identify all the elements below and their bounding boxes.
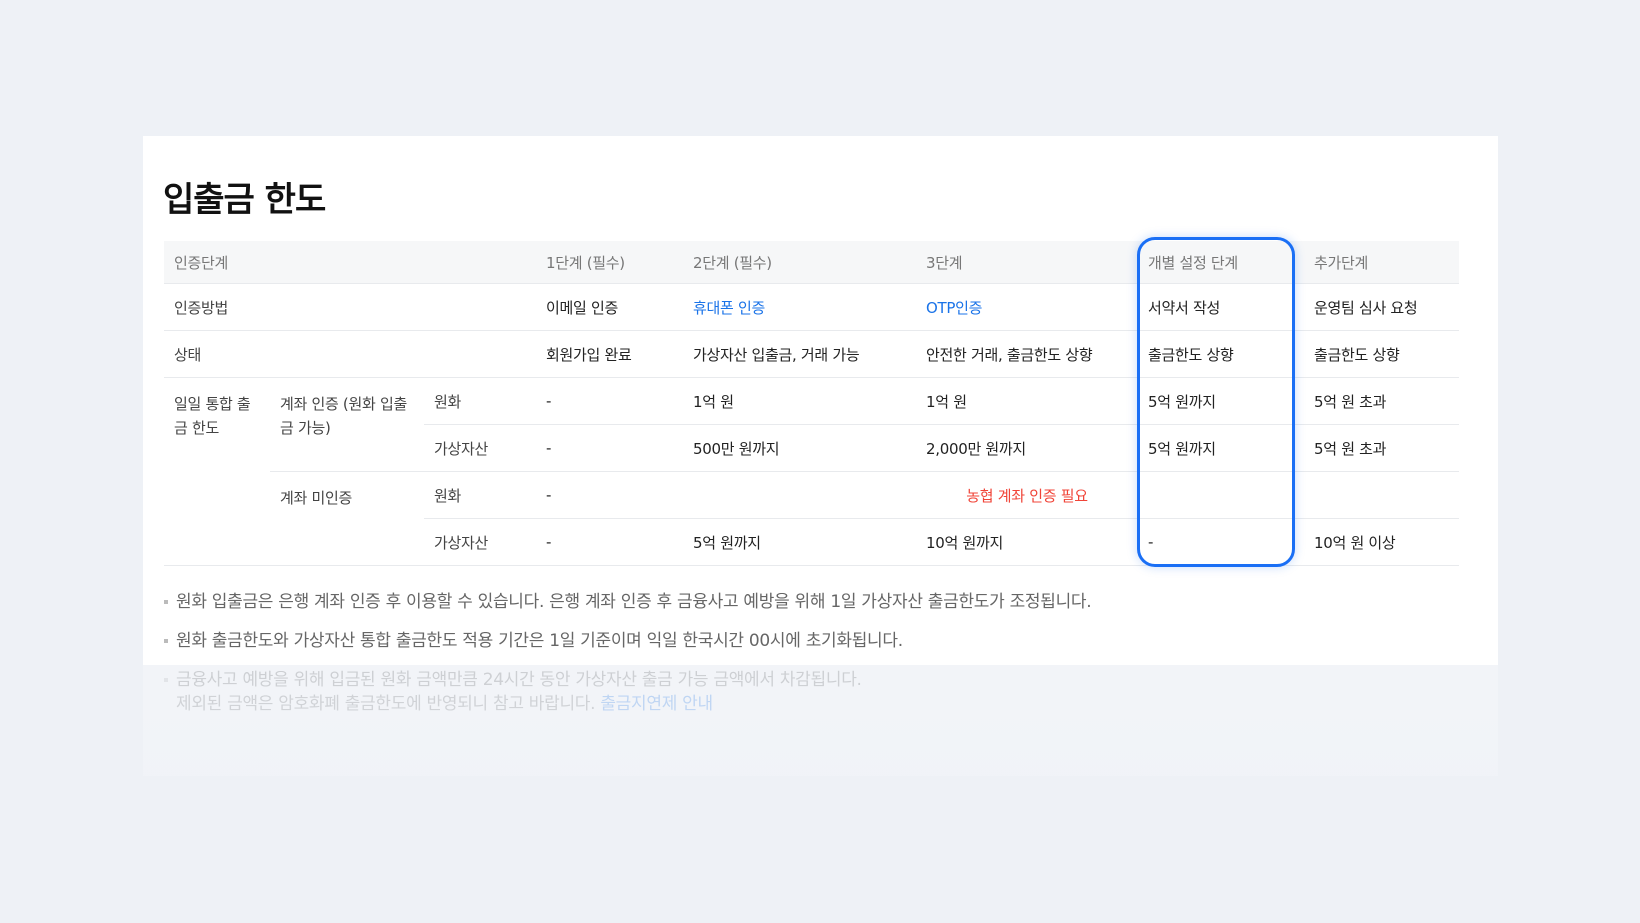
row-label-verified: 계좌 인증 (원화 입출금 가능) bbox=[270, 377, 424, 472]
limit-cell: - bbox=[536, 424, 683, 472]
status-cell: 가상자산 입출금, 거래 가능 bbox=[683, 330, 916, 378]
withdrawal-delay-link[interactable]: 출금지연제 안내 bbox=[600, 694, 713, 714]
table-row: 가상자산 - 5억 원까지 10억 원까지 - 10억 원 이상 bbox=[164, 518, 1459, 566]
limit-cell: - bbox=[536, 471, 683, 519]
limit-cell-empty bbox=[683, 471, 916, 519]
header-row: 인증단계 1단계 (필수) 2단계 (필수) 3단계 개별 설정 단계 추가단계 bbox=[164, 241, 1459, 284]
status-cell: 출금한도 상향 bbox=[1304, 330, 1459, 378]
limit-cell: 5억 원까지 bbox=[1138, 424, 1304, 472]
status-cell: 안전한 거래, 출금한도 상향 bbox=[916, 330, 1138, 378]
method-phone-link[interactable]: 휴대폰 인증 bbox=[683, 283, 916, 331]
status-cell: 출금한도 상향 bbox=[1138, 330, 1304, 378]
row-label-daily-limit: 일일 통합 출금 한도 bbox=[164, 377, 270, 566]
note-text: 제외된 금액은 암호화폐 출금한도에 반영되니 참고 바랍니다. bbox=[176, 694, 596, 714]
limit-cell: - bbox=[536, 518, 683, 566]
note-text: 금융사고 예방을 위해 입금된 원화 금액만큼 24시간 동안 가상자산 출금 … bbox=[176, 670, 862, 690]
bullet-icon bbox=[164, 600, 168, 604]
bullet-icon bbox=[164, 678, 168, 682]
table-row: 상태 회원가입 완료 가상자산 입출금, 거래 가능 안전한 거래, 출금한도 … bbox=[164, 330, 1459, 378]
table-row: 계좌 미인증 원화 - 농협 계좌 인증 필요 bbox=[164, 471, 1459, 566]
note-item: 금융사고 예방을 위해 입금된 원화 금액만큼 24시간 동안 가상자산 출금 … bbox=[162, 668, 1091, 716]
limit-cell: 10억 원까지 bbox=[916, 518, 1138, 566]
header-step3: 3단계 bbox=[916, 241, 1138, 284]
method-email: 이메일 인증 bbox=[536, 283, 683, 331]
limit-cell: 5억 원 초과 bbox=[1304, 424, 1459, 472]
limit-cell: 2,000만 원까지 bbox=[916, 424, 1138, 472]
note-item: 원화 출금한도와 가상자산 통합 출금한도 적용 기간은 1일 기준이며 익일 … bbox=[162, 629, 1091, 668]
currency-label: 가상자산 bbox=[424, 424, 536, 472]
bullet-icon bbox=[164, 639, 168, 643]
nonghyup-required-warning: 농협 계좌 인증 필요 bbox=[916, 471, 1138, 519]
currency-label: 원화 bbox=[424, 471, 536, 519]
note-text: 원화 입출금은 은행 계좌 인증 후 이용할 수 있습니다. 은행 계좌 인증 … bbox=[176, 592, 1092, 612]
limit-cell: 10억 원 이상 bbox=[1304, 518, 1459, 566]
limit-cell: 1억 원 bbox=[683, 377, 916, 425]
limit-cell: 1억 원 bbox=[916, 377, 1138, 425]
note-item: 원화 입출금은 은행 계좌 인증 후 이용할 수 있습니다. 은행 계좌 인증 … bbox=[162, 590, 1092, 629]
limit-cell: - bbox=[536, 377, 683, 425]
status-cell: 회원가입 완료 bbox=[536, 330, 683, 378]
row-label-method: 인증방법 bbox=[164, 283, 536, 331]
row-label-status: 상태 bbox=[164, 330, 536, 378]
header-stage: 인증단계 bbox=[164, 241, 536, 284]
notes-list: 원화 입출금은 은행 계좌 인증 후 이용할 수 있습니다. 은행 계좌 인증 … bbox=[162, 590, 1092, 716]
limit-cell: 5억 원까지 bbox=[1138, 377, 1304, 425]
table-row: 가상자산 - 500만 원까지 2,000만 원까지 5억 원까지 5억 원 초… bbox=[164, 424, 1459, 472]
note-text: 원화 출금한도와 가상자산 통합 출금한도 적용 기간은 1일 기준이며 익일 … bbox=[176, 631, 903, 651]
header-step1: 1단계 (필수) bbox=[536, 241, 683, 284]
limit-cell-empty bbox=[1304, 471, 1459, 519]
limits-table: 인증단계 1단계 (필수) 2단계 (필수) 3단계 개별 설정 단계 추가단계… bbox=[164, 241, 1459, 566]
limit-cell: 5억 원 초과 bbox=[1304, 377, 1459, 425]
limit-cell: 500만 원까지 bbox=[683, 424, 916, 472]
limit-cell-empty bbox=[1138, 471, 1304, 519]
row-label-unverified: 계좌 미인증 bbox=[270, 471, 424, 566]
currency-label: 가상자산 bbox=[424, 518, 536, 566]
header-step2: 2단계 (필수) bbox=[683, 241, 916, 284]
method-review: 운영팀 심사 요청 bbox=[1304, 283, 1459, 331]
table-row: 일일 통합 출금 한도 계좌 인증 (원화 입출금 가능) 원화 - 1억 원 … bbox=[164, 377, 1459, 566]
method-otp-link[interactable]: OTP인증 bbox=[916, 283, 1138, 331]
limit-cell: 5억 원까지 bbox=[683, 518, 916, 566]
limit-cell: - bbox=[1138, 518, 1304, 566]
header-custom: 개별 설정 단계 bbox=[1138, 241, 1304, 284]
method-pledge: 서약서 작성 bbox=[1138, 283, 1304, 331]
header-extra: 추가단계 bbox=[1304, 241, 1459, 284]
page-title: 입출금 한도 bbox=[163, 180, 326, 220]
currency-label: 원화 bbox=[424, 377, 536, 425]
table-row: 인증방법 이메일 인증 휴대폰 인증 OTP인증 서약서 작성 운영팀 심사 요… bbox=[164, 283, 1459, 331]
